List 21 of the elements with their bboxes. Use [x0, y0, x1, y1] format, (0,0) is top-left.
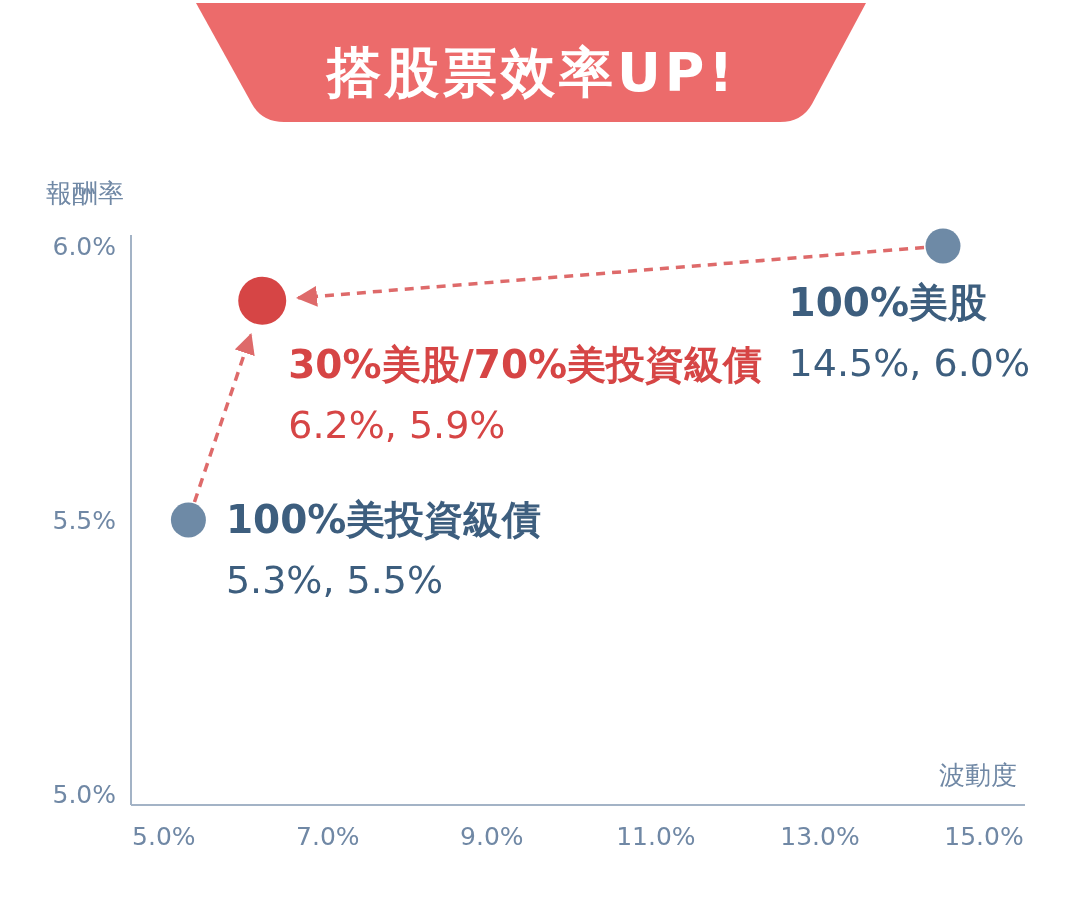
y-tick-label: 5.0%	[52, 779, 116, 809]
data-label: 6.2%, 5.9%	[288, 402, 506, 447]
x-tick-label: 7.0%	[296, 822, 360, 851]
chart-title: 搭股票效率UP!	[324, 41, 738, 104]
data-label: 14.5%, 6.0%	[788, 341, 1031, 386]
series-label: 100%美投資級債	[225, 497, 542, 542]
y-tick-label: 5.5%	[52, 505, 116, 535]
x-tick-label: 11.0%	[616, 822, 696, 851]
point	[925, 228, 961, 264]
x-axis-title: 波動度	[939, 760, 1017, 790]
y-axis-title: 報酬率	[46, 178, 124, 208]
series-label: 30%美股/70%美投資級債	[288, 341, 763, 387]
series-label: 100%美股	[788, 280, 988, 326]
x-tick-label: 9.0%	[460, 822, 524, 851]
x-tick-label: 13.0%	[780, 822, 860, 851]
point	[238, 276, 287, 325]
point	[170, 502, 206, 538]
data-label: 5.3%, 5.5%	[225, 558, 444, 602]
x-tick-label: 15.0%	[944, 822, 1024, 851]
x-tick-label: 5.0%	[132, 822, 196, 851]
y-tick-label: 6.0%	[52, 231, 116, 261]
